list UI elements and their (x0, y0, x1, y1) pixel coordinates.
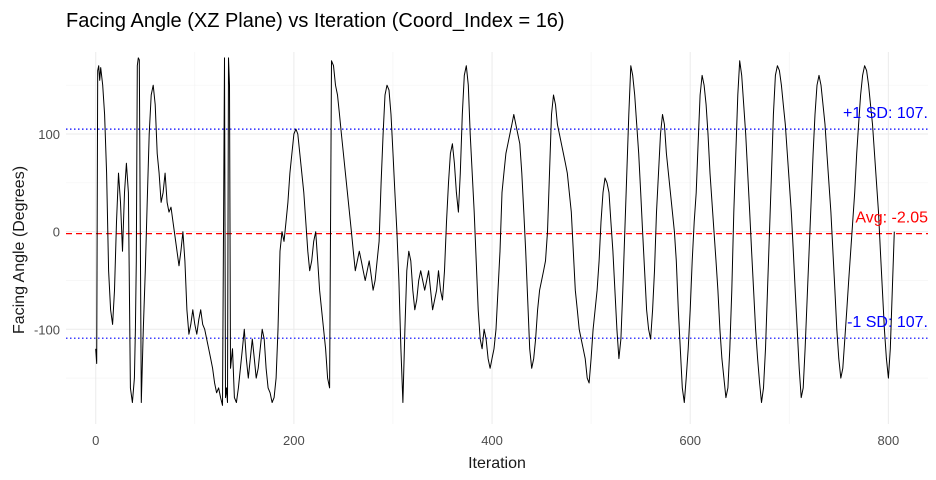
reference-lines (66, 128, 928, 339)
x-tick-label: 600 (679, 433, 701, 448)
y-axis-ticks: -100 0 100 (34, 127, 60, 337)
grid (66, 52, 928, 424)
x-tick-label: 400 (481, 433, 503, 448)
reference-labels: Avg: -2.05 +1 SD: 107. -1 SD: 107. (843, 105, 928, 331)
x-tick-label: 200 (283, 433, 305, 448)
minus-sd-reference-label: -1 SD: 107. (847, 314, 928, 331)
series-layer (95, 57, 895, 406)
y-axis-title: Facing Angle (Degrees) (11, 166, 28, 334)
y-tick-label: -100 (34, 322, 60, 337)
facing-angle-line (95, 57, 895, 406)
x-axis-title: Iteration (468, 455, 526, 472)
y-tick-label: 0 (53, 225, 60, 240)
x-tick-label: 0 (92, 433, 99, 448)
chart-title: Facing Angle (XZ Plane) vs Iteration (Co… (66, 10, 565, 32)
x-tick-label: 800 (878, 433, 900, 448)
y-tick-label: 100 (38, 127, 60, 142)
plus-sd-reference-label: +1 SD: 107. (843, 105, 928, 122)
avg-reference-label: Avg: -2.05 (855, 210, 928, 227)
x-axis-ticks: 0 200 400 600 800 (92, 433, 899, 448)
